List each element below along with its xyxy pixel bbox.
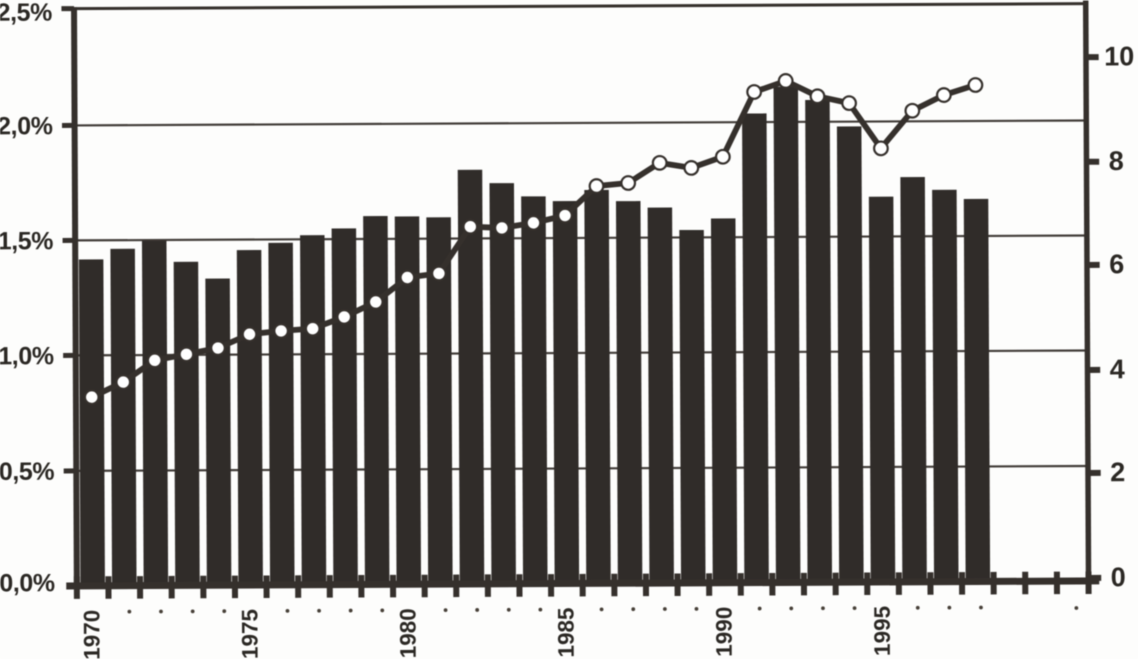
svg-text:1995: 1995	[870, 606, 895, 656]
svg-text:1985: 1985	[553, 607, 578, 657]
svg-text:8: 8	[1109, 146, 1124, 176]
svg-text:0,0%: 0,0%	[0, 569, 55, 597]
svg-text:1980: 1980	[395, 608, 420, 658]
svg-text:2,0%: 2,0%	[0, 112, 53, 140]
svg-text:1975: 1975	[237, 609, 262, 659]
svg-text:0: 0	[1111, 562, 1126, 592]
svg-text:2: 2	[1110, 457, 1125, 487]
svg-text:4: 4	[1110, 354, 1125, 384]
svg-text:1990: 1990	[712, 607, 737, 657]
svg-text:0,5%: 0,5%	[0, 458, 54, 486]
svg-text:6: 6	[1109, 249, 1124, 279]
svg-text:1970: 1970	[79, 610, 104, 659]
svg-text:2,5%: 2,5%	[0, 0, 52, 27]
svg-text:10: 10	[1104, 41, 1134, 71]
svg-text:1,0%: 1,0%	[0, 342, 54, 370]
svg-text:1,5%: 1,5%	[0, 227, 53, 255]
